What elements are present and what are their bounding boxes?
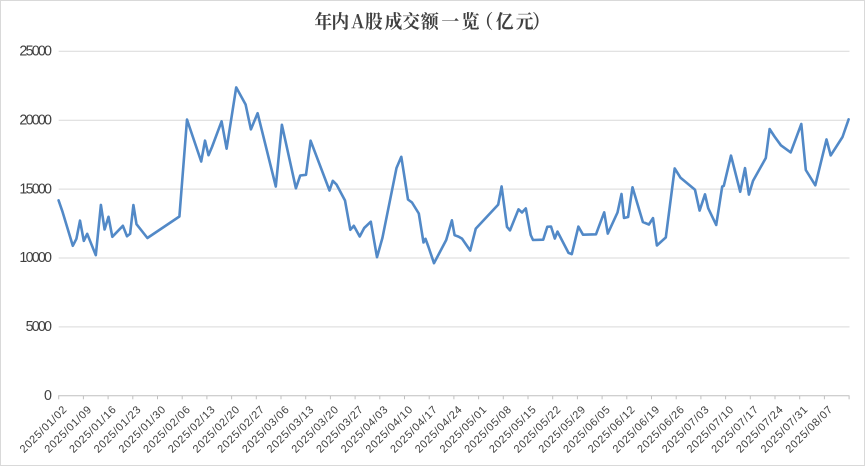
- svg-text:0: 0: [44, 388, 52, 404]
- svg-text:15000: 15000: [19, 181, 52, 197]
- svg-text:5000: 5000: [26, 319, 52, 335]
- svg-text:25000: 25000: [19, 44, 52, 60]
- svg-text:10000: 10000: [19, 250, 52, 266]
- svg-text:20000: 20000: [19, 112, 52, 128]
